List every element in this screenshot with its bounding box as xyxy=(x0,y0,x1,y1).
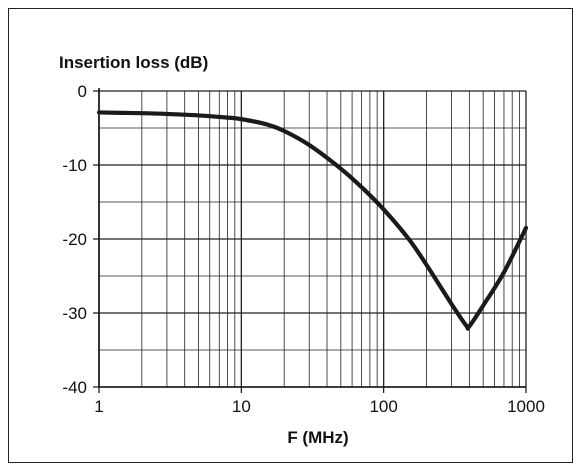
y-axis-label: Insertion loss (dB) xyxy=(59,53,208,72)
y-tick-labels: 0 -10 -20 -30 -40 xyxy=(62,82,99,397)
x-tick-labels: 1 10 100 1000 xyxy=(94,387,545,416)
y-tick-label: -20 xyxy=(62,230,87,249)
y-tick-label: -30 xyxy=(62,304,87,323)
x-tick-label: 1000 xyxy=(507,397,545,416)
y-tick-label: 0 xyxy=(78,82,87,101)
chart-frame: Insertion loss (dB) F (MHz) 0 -10 -20 -30 -4… xyxy=(8,8,573,463)
x-tick-label: 10 xyxy=(232,397,251,416)
x-tick-label: 1 xyxy=(94,397,103,416)
x-tick-label: 100 xyxy=(369,397,397,416)
series-group xyxy=(96,110,529,331)
x-axis-label: F (MHz) xyxy=(287,428,348,447)
grid xyxy=(98,88,527,388)
insertion-loss-chart: Insertion loss (dB) F (MHz) 0 -10 -20 -30 -4… xyxy=(59,53,545,447)
insertion-loss-curve xyxy=(96,110,529,331)
y-tick-label: -40 xyxy=(62,378,87,397)
y-tick-label: -10 xyxy=(62,156,87,175)
